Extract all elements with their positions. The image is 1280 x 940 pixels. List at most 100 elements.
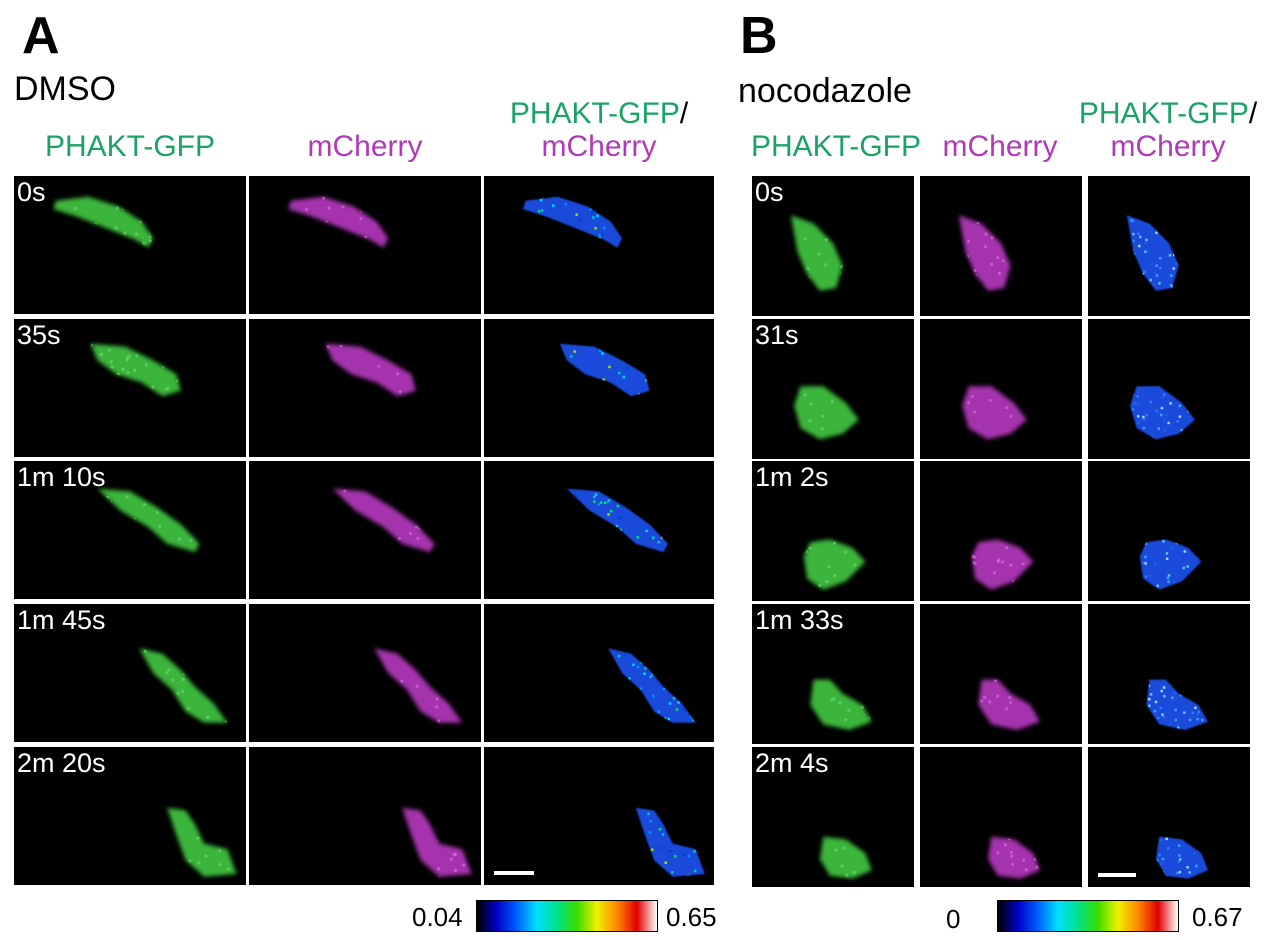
cell-body	[332, 488, 435, 553]
scale-bar	[1098, 873, 1136, 877]
cell-image	[988, 836, 1040, 879]
timepoint-label: 31s	[755, 320, 799, 350]
colorbar-max-label-a: 0.65	[666, 902, 717, 932]
cell-body	[1146, 679, 1208, 730]
cell-image	[635, 807, 705, 877]
micrograph-ratio-4	[1088, 604, 1250, 744]
column-header-ratio-a: PHAKT-GFP/ mCherry	[484, 97, 714, 163]
micrograph-ratio-2	[484, 319, 714, 457]
micrograph-mcherry-2	[920, 319, 1082, 459]
colorbar-max-label-b: 0.67	[1192, 902, 1243, 932]
cell-body	[523, 196, 622, 248]
cell-image	[90, 343, 181, 397]
ratio-numerator-label: PHAKT-GFP	[1078, 97, 1249, 130]
cell-body	[139, 648, 228, 723]
micrograph-ratio-3	[1088, 461, 1250, 601]
micrograph-mcherry-4	[249, 604, 481, 742]
timepoint-label: 1m 33s	[755, 605, 844, 635]
colorbar-a	[476, 900, 658, 932]
cell-body	[1130, 386, 1195, 440]
scale-bar	[494, 871, 534, 875]
micrograph-ratio-5	[1088, 747, 1250, 887]
ratio-speckles	[523, 196, 622, 248]
cell-body	[608, 648, 696, 723]
cell-body	[803, 539, 866, 590]
cell-body	[971, 539, 1034, 590]
ratio-speckles	[559, 346, 650, 397]
cell-image	[1146, 679, 1208, 730]
micrograph-mcherry-3	[249, 461, 481, 599]
micrograph-gfp-5: 2m 20s	[14, 747, 246, 885]
column-header-mcherry-b: mCherry	[942, 130, 1058, 163]
micrograph-mcherry-1	[249, 176, 481, 314]
column-header-mcherry-a: mCherry	[307, 130, 423, 163]
micrograph-gfp-4: 1m 45s	[14, 604, 246, 742]
cell-image	[1130, 386, 1195, 440]
ratio-numerator-label: PHAKT-GFP	[509, 97, 680, 130]
timepoint-label: 0s	[755, 177, 784, 207]
ratio-denominator-label: mCherry	[1110, 130, 1226, 163]
cell-image	[962, 386, 1027, 440]
column-header-ratio-b: PHAKT-GFP/ mCherry	[1052, 97, 1280, 163]
cell-image	[167, 807, 237, 877]
micrograph-gfp-2: 31s	[752, 319, 914, 459]
cell-body	[1126, 215, 1179, 291]
cell-body	[566, 488, 668, 553]
cell-body	[988, 836, 1040, 879]
micrograph-gfp-1: 0s	[14, 176, 246, 314]
cell-body	[635, 807, 705, 877]
cell-image	[402, 807, 472, 877]
cell-image	[1139, 539, 1202, 590]
cell-body	[958, 215, 1011, 291]
panel-letter-a: A	[22, 7, 60, 65]
column-header-gfp-b: PHAKT-GFP	[750, 130, 922, 163]
micrograph-mcherry-3	[920, 461, 1082, 601]
cell-body	[790, 215, 843, 291]
cell-body	[810, 679, 872, 730]
cell-image	[790, 215, 843, 291]
cell-body	[962, 386, 1027, 440]
micrograph-gfp-1: 0s	[752, 176, 914, 316]
column-header-gfp-a: PHAKT-GFP	[44, 130, 216, 163]
cell-image	[566, 488, 668, 553]
micrograph-gfp-3: 1m 2s	[752, 461, 914, 601]
timepoint-label: 1m 45s	[17, 605, 106, 635]
micrograph-ratio-1	[1088, 176, 1250, 316]
micrograph-ratio-4	[484, 604, 714, 742]
timepoint-label: 1m 2s	[755, 462, 829, 492]
condition-label-a: DMSO	[14, 70, 116, 108]
cell-body	[53, 196, 154, 248]
ratio-denominator-label: mCherry	[541, 130, 657, 163]
cell-image	[288, 196, 389, 248]
cell-image	[820, 836, 872, 879]
colorbar-min-label-a: 0.04	[412, 902, 463, 932]
cell-image	[1126, 215, 1179, 291]
cell-body	[402, 807, 472, 877]
cell-body	[167, 807, 237, 877]
micrograph-ratio-2	[1088, 319, 1250, 459]
cell-image	[523, 196, 622, 248]
cell-image	[958, 215, 1011, 291]
cell-image	[559, 343, 650, 397]
ratio-slash: /	[679, 97, 689, 130]
cell-image	[810, 679, 872, 730]
timepoint-label: 0s	[17, 177, 46, 207]
timepoint-label: 35s	[17, 320, 61, 350]
cell-body	[978, 679, 1040, 730]
micrograph-ratio-1	[484, 176, 714, 314]
cell-body	[97, 488, 200, 553]
cell-body	[1156, 836, 1208, 879]
cell-image	[978, 679, 1040, 730]
cell-image	[1156, 836, 1208, 879]
cell-body	[325, 343, 416, 397]
micrograph-mcherry-4	[920, 604, 1082, 744]
cell-image	[325, 343, 416, 397]
cell-body	[559, 343, 650, 397]
condition-label-b: nocodazole	[738, 72, 912, 110]
panel-letter-b: B	[740, 7, 778, 65]
micrograph-gfp-2: 35s	[14, 319, 246, 457]
colorbar-b	[997, 900, 1179, 932]
cell-image	[97, 488, 200, 553]
cell-image	[608, 648, 696, 723]
colorbar-min-label-b: 0	[946, 904, 961, 934]
